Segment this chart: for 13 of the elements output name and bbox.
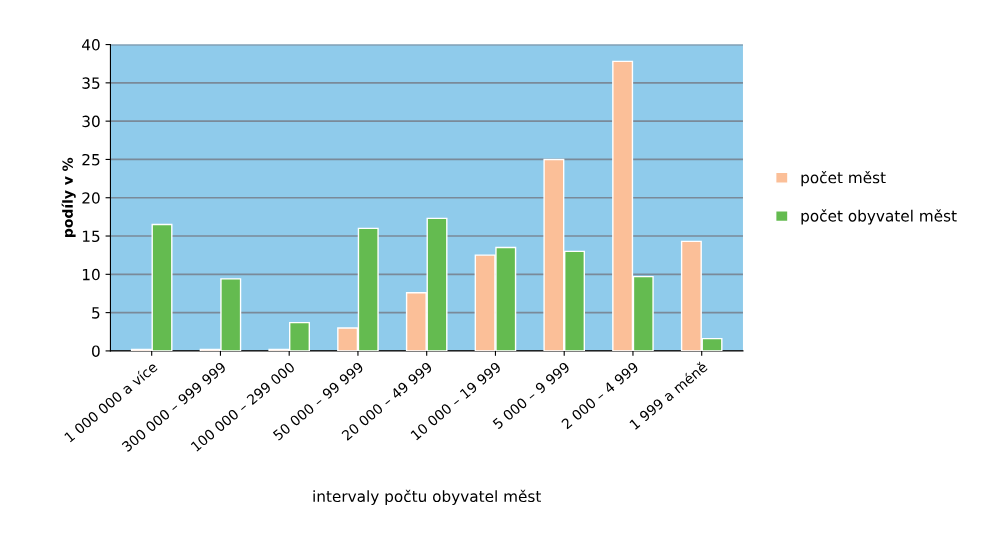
y-tick-label: 5 [92, 307, 100, 319]
y-tick-label: 40 [82, 39, 100, 51]
legend-label: počet měst [801, 170, 886, 187]
y-tick-label: 30 [82, 115, 100, 128]
y-tick-label: 35 [82, 77, 100, 89]
y-tick-label: 15 [82, 230, 100, 243]
legend-label: počet obyvatel měst [801, 209, 957, 225]
y-tick-label: 20 [82, 192, 100, 204]
y-tick-label: 25 [82, 153, 100, 166]
y-tick-label: 10 [82, 268, 100, 281]
x-axis-title: intervaly počtu obyvatel měst [313, 489, 541, 506]
y-tick-label: 0 [92, 345, 100, 357]
y-axis-title: podíly v % [61, 157, 76, 237]
